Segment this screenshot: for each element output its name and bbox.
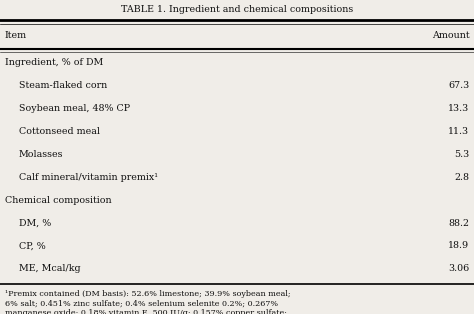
Text: Calf mineral/vitamin premix¹: Calf mineral/vitamin premix¹ [19, 173, 158, 182]
Text: Cottonseed meal: Cottonseed meal [19, 127, 100, 136]
Text: DM, %: DM, % [19, 219, 51, 228]
Text: CP, %: CP, % [19, 241, 46, 251]
Text: TABLE 1. Ingredient and chemical compositions: TABLE 1. Ingredient and chemical composi… [121, 5, 353, 14]
Text: 11.3: 11.3 [448, 127, 469, 136]
Text: ME, Mcal/kg: ME, Mcal/kg [19, 264, 81, 273]
Text: Molasses: Molasses [19, 150, 64, 159]
Text: 13.3: 13.3 [448, 104, 469, 113]
Text: 2.8: 2.8 [454, 173, 469, 182]
Text: 67.3: 67.3 [448, 81, 469, 90]
Text: Chemical composition: Chemical composition [5, 196, 111, 205]
Text: Ingredient, % of DM: Ingredient, % of DM [5, 58, 103, 67]
Text: Amount: Amount [432, 31, 469, 41]
Text: ¹Premix contained (DM basis): 52.6% limestone; 39.9% soybean meal;
6% salt; 0.45: ¹Premix contained (DM basis): 52.6% lime… [5, 290, 291, 314]
Text: 18.9: 18.9 [448, 241, 469, 251]
Text: 3.06: 3.06 [448, 264, 469, 273]
Text: 88.2: 88.2 [448, 219, 469, 228]
Text: Soybean meal, 48% CP: Soybean meal, 48% CP [19, 104, 130, 113]
Text: 5.3: 5.3 [454, 150, 469, 159]
Text: Steam-flaked corn: Steam-flaked corn [19, 81, 107, 90]
Text: Item: Item [5, 31, 27, 41]
